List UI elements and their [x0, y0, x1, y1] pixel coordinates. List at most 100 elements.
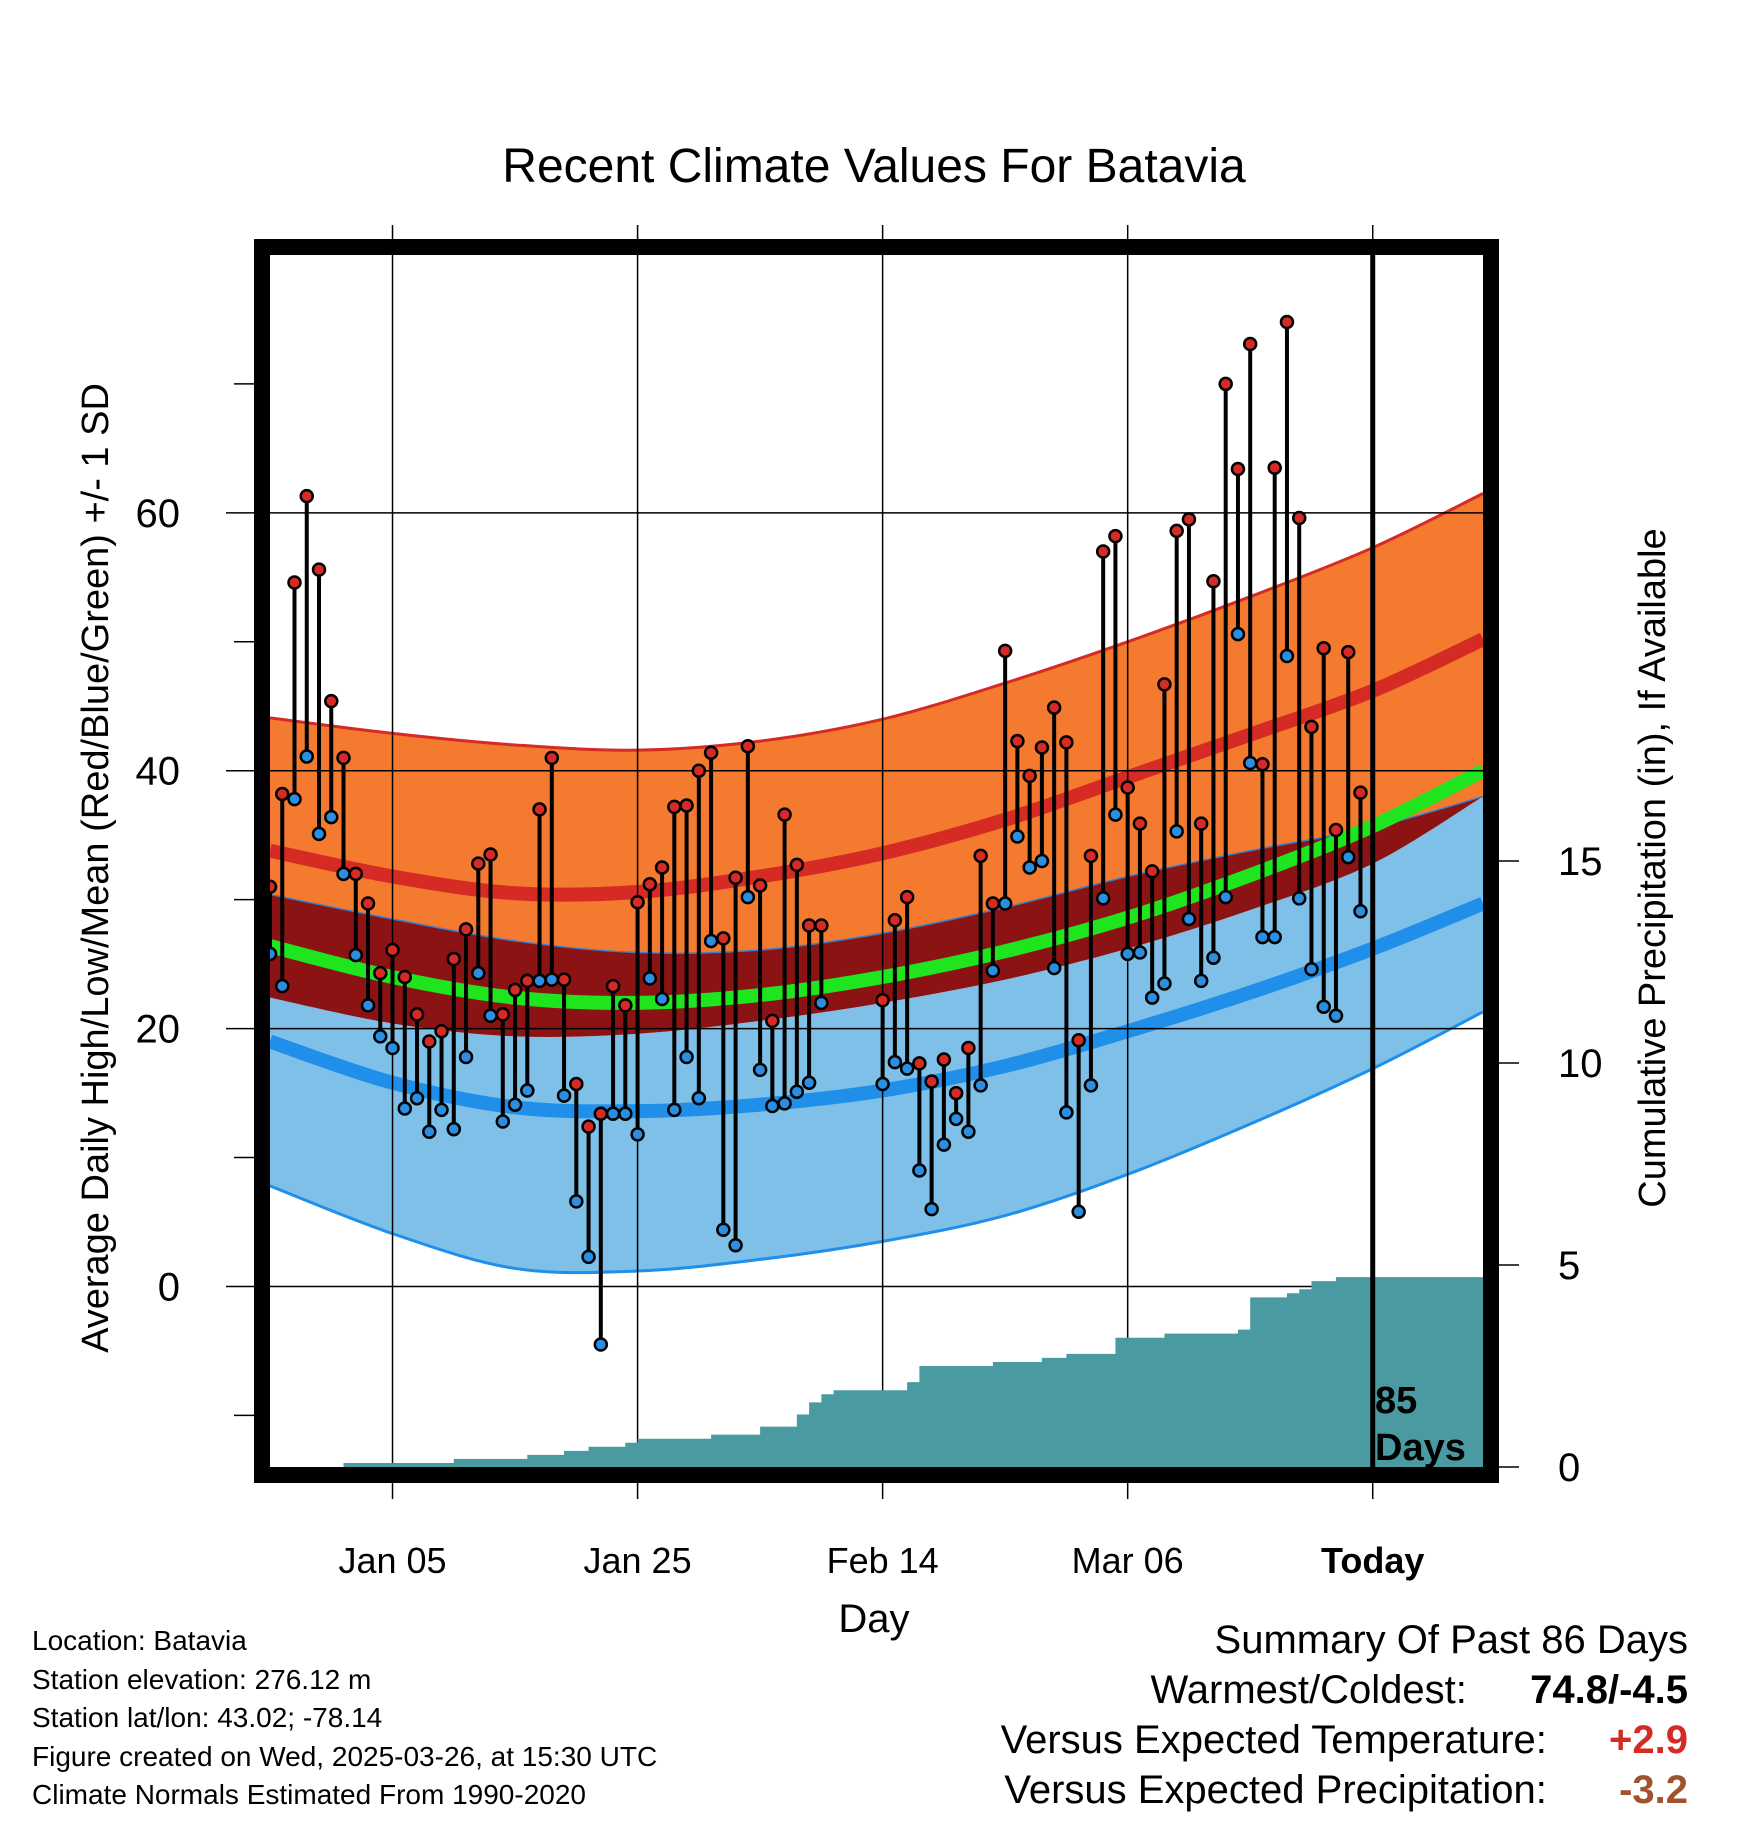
- daily-low-point: [569, 1194, 584, 1209]
- daily-high-point: [1193, 816, 1209, 831]
- y-tick-label-right: 0: [1558, 1446, 1580, 1490]
- daily-high-point: [667, 799, 682, 815]
- daily-low-point: [593, 1337, 609, 1352]
- daily-low-point: [789, 1084, 805, 1100]
- normals-note-text: Climate Normals Estimated From 1990-2020: [32, 1779, 586, 1810]
- daily-low-point: [1083, 1078, 1099, 1093]
- y-tick-label-right: 5: [1558, 1244, 1580, 1288]
- daily-high-point: [1046, 700, 1062, 715]
- daily-high-point: [1034, 740, 1050, 755]
- daily-low-point: [777, 1096, 792, 1111]
- band-overlap: [270, 796, 1483, 1038]
- daily-high-point: [985, 896, 1001, 911]
- daily-low-point: [997, 896, 1013, 911]
- daily-high-point: [336, 750, 351, 766]
- daily-high-point: [446, 951, 462, 967]
- daily-high-point: [1328, 822, 1344, 838]
- daily-high-point: [1083, 848, 1099, 864]
- daily-low-point: [287, 791, 302, 807]
- daily-low-point: [1022, 860, 1037, 875]
- daily-high-point: [618, 998, 633, 1013]
- daily-high-point: [728, 870, 743, 886]
- daily-low-point: [348, 947, 364, 963]
- daily-low-point: [458, 1049, 474, 1065]
- daily-low-point: [1181, 911, 1197, 927]
- daily-high-point: [1340, 644, 1356, 660]
- daily-temperature-marks: [270, 314, 1368, 1352]
- daily-low-point: [520, 1083, 535, 1098]
- daily-high-point: [397, 969, 413, 985]
- daily-low-point: [691, 1090, 707, 1106]
- daily-high-point: [740, 738, 756, 754]
- elevation-text: Station elevation: 276.12 m: [32, 1663, 372, 1695]
- daily-high-point: [961, 1040, 976, 1056]
- daily-high-point: [1230, 461, 1246, 477]
- daily-high-point: [544, 750, 560, 766]
- daily-high-point: [1267, 460, 1282, 475]
- daily-high-point: [532, 802, 547, 817]
- daily-low-point: [1328, 1008, 1344, 1023]
- daily-high-point: [1010, 733, 1025, 749]
- daily-low-point: [544, 972, 560, 987]
- daily-high-point: [924, 1074, 939, 1089]
- daily-high-point: [1095, 544, 1111, 559]
- daily-low-point: [1144, 990, 1160, 1005]
- daily-high-point: [679, 798, 694, 813]
- daily-low-point: [1010, 829, 1025, 844]
- daily-low-point: [899, 1061, 915, 1076]
- daily-low-point: [728, 1237, 743, 1253]
- daily-low-point: [924, 1201, 939, 1217]
- daily-low-point: [1095, 891, 1111, 906]
- daily-high-point: [434, 1023, 449, 1039]
- daily-low-point: [716, 1222, 731, 1238]
- daily-high-point: [1255, 757, 1270, 772]
- daily-low-point: [814, 995, 829, 1011]
- summary-title: Summary Of Past 86 Days: [1214, 1618, 1688, 1662]
- y-axis-left-label: Average Daily High/Low/Mean (Red/Blue/Gr…: [75, 383, 117, 1353]
- daily-low-point: [936, 1137, 952, 1152]
- daily-low-point: [973, 1078, 988, 1093]
- daily-high-point: [324, 693, 339, 709]
- daily-low-point: [324, 809, 339, 825]
- daily-high-point: [409, 1007, 425, 1022]
- daily-high-point: [1304, 719, 1319, 735]
- y-tick-label-right: 10: [1558, 1042, 1603, 1086]
- daily-high-point: [458, 922, 474, 937]
- daily-high-point: [1218, 376, 1233, 392]
- daily-low-point: [887, 1054, 903, 1070]
- daily-low-point: [409, 1090, 425, 1106]
- daily-low-point: [1291, 891, 1307, 906]
- daily-high-point: [1353, 785, 1368, 800]
- daily-low-point: [1230, 626, 1246, 642]
- daily-low-point: [1071, 1204, 1086, 1219]
- daily-low-point: [1206, 950, 1221, 965]
- summary-temp-row: Versus Expected Temperature: +2.9: [1001, 1718, 1688, 1768]
- daily-high-point: [495, 1007, 511, 1022]
- daily-low-point: [1059, 1105, 1074, 1120]
- daily-low-point: [1242, 755, 1258, 771]
- y-tick-label-left: 0: [158, 1265, 180, 1309]
- summary-panel: Summary Of Past 86 Days Warmest/Coldest:…: [1001, 1618, 1688, 1818]
- x-tick-label: Feb 14: [827, 1540, 939, 1581]
- daily-high-point: [471, 856, 486, 871]
- daily-high-point: [1316, 641, 1331, 656]
- daily-high-point: [1157, 677, 1172, 692]
- daily-high-point: [373, 965, 388, 981]
- daily-low-point: [1108, 807, 1123, 822]
- daily-high-point: [360, 896, 376, 911]
- y-tick-label-right: 15: [1558, 840, 1603, 884]
- daily-high-point: [1108, 528, 1123, 544]
- daily-high-point: [716, 931, 731, 946]
- x-axis-label: Day: [838, 1597, 909, 1641]
- daily-low-point: [605, 1106, 621, 1121]
- daily-low-point: [275, 978, 290, 994]
- daily-low-point: [961, 1124, 976, 1140]
- daily-low-point: [495, 1114, 511, 1129]
- daily-high-point: [483, 847, 498, 862]
- daily-low-point: [373, 1029, 388, 1044]
- station-info: Location: Batavia Station elevation: 276…: [32, 1622, 657, 1815]
- y-tick-label-left: 40: [136, 750, 181, 794]
- daily-high-point: [997, 643, 1013, 659]
- daily-low-point: [507, 1097, 523, 1112]
